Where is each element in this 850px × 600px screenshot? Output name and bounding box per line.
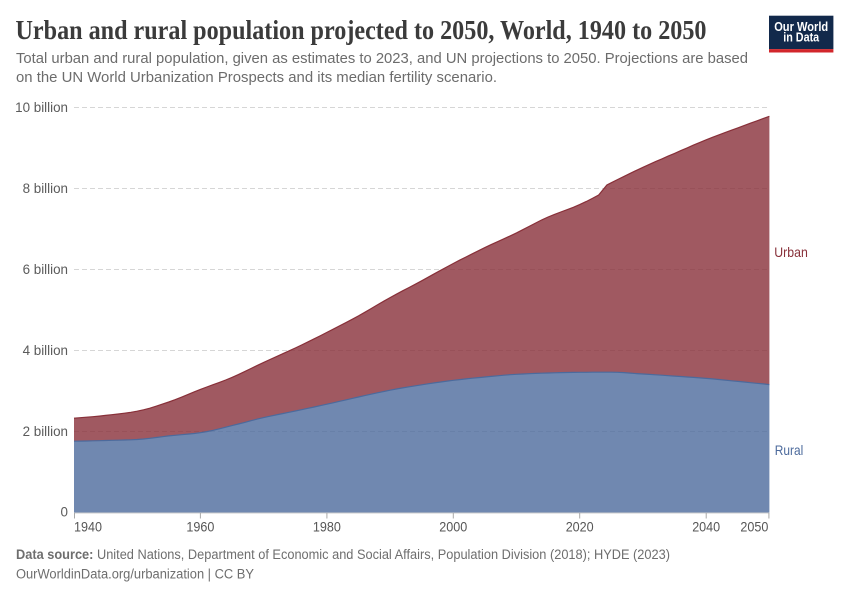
svg-text:2000: 2000 xyxy=(439,520,467,535)
svg-text:6 billion: 6 billion xyxy=(23,262,68,277)
svg-text:10 billion: 10 billion xyxy=(15,100,68,115)
svg-text:2 billion: 2 billion xyxy=(23,424,68,439)
svg-text:2020: 2020 xyxy=(566,520,594,535)
svg-text:1980: 1980 xyxy=(313,520,341,535)
svg-text:1960: 1960 xyxy=(186,520,214,535)
svg-text:Urban and rural population pro: Urban and rural population projected to … xyxy=(16,15,707,45)
svg-text:Urban: Urban xyxy=(774,244,808,260)
svg-text:4 billion: 4 billion xyxy=(23,343,68,358)
svg-text:Our World: Our World xyxy=(774,20,828,34)
svg-text:2050: 2050 xyxy=(740,520,768,535)
svg-text:on the UN World Urbanization P: on the UN World Urbanization Prospects a… xyxy=(16,70,497,86)
svg-text:in Data: in Data xyxy=(783,30,820,44)
svg-text:0: 0 xyxy=(61,505,68,520)
svg-text:OurWorldinData.org/urbanizatio: OurWorldinData.org/urbanization | CC BY xyxy=(16,567,254,582)
svg-text:Rural: Rural xyxy=(775,442,804,458)
svg-text:2040: 2040 xyxy=(692,520,720,535)
svg-text:Data source: United Nations, D: Data source: United Nations, Department … xyxy=(16,547,670,562)
svg-text:1940: 1940 xyxy=(74,520,102,535)
svg-text:Total urban and rural populati: Total urban and rural population, given … xyxy=(16,51,748,67)
svg-text:8 billion: 8 billion xyxy=(23,181,68,196)
